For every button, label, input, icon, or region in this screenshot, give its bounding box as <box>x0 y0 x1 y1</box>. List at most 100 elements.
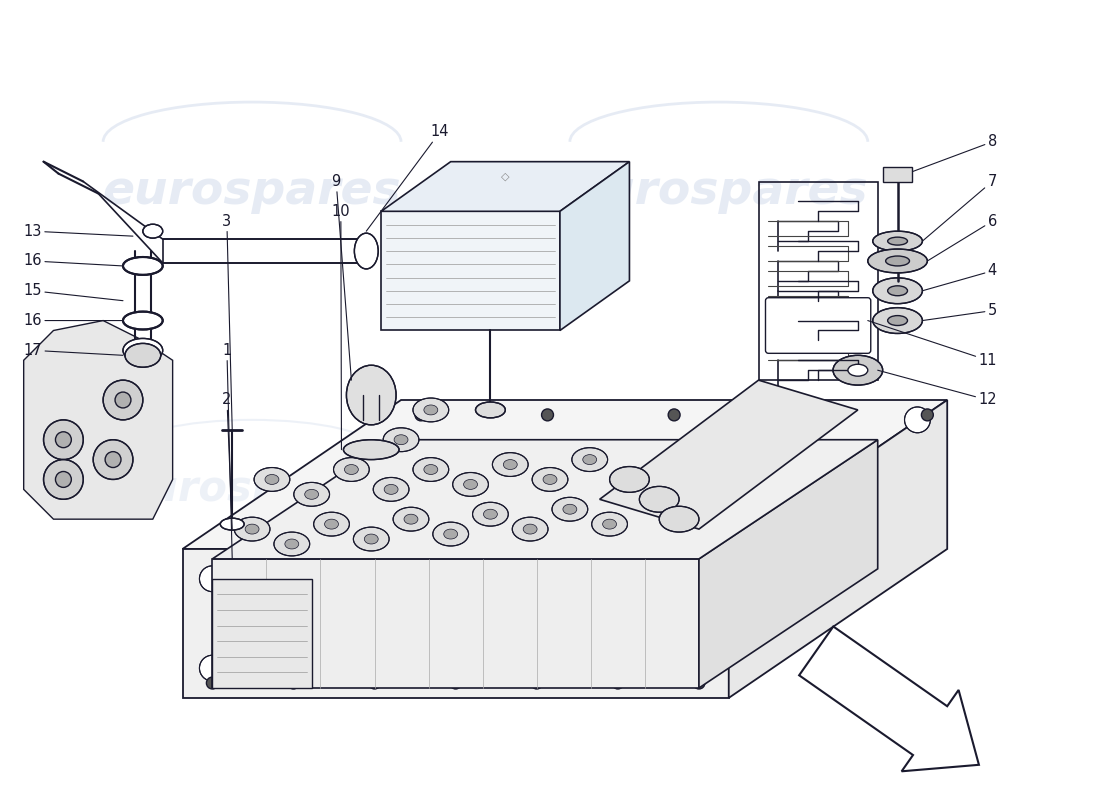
Text: 10: 10 <box>331 204 350 450</box>
Text: eurospares: eurospares <box>102 169 402 214</box>
Ellipse shape <box>55 432 72 448</box>
Ellipse shape <box>94 440 133 479</box>
Text: 3: 3 <box>222 214 232 430</box>
Ellipse shape <box>305 490 319 499</box>
Ellipse shape <box>904 407 931 433</box>
Ellipse shape <box>343 440 399 459</box>
Polygon shape <box>183 400 947 549</box>
Ellipse shape <box>199 566 226 592</box>
Polygon shape <box>183 549 728 698</box>
Text: 6: 6 <box>927 214 997 261</box>
Ellipse shape <box>123 312 163 330</box>
Ellipse shape <box>384 485 398 494</box>
Ellipse shape <box>353 527 389 551</box>
Text: 17: 17 <box>24 343 123 358</box>
Ellipse shape <box>609 466 649 492</box>
Text: 12: 12 <box>878 370 997 407</box>
Ellipse shape <box>346 366 396 425</box>
Ellipse shape <box>412 458 449 482</box>
Text: 5: 5 <box>923 303 997 321</box>
Ellipse shape <box>473 502 508 526</box>
Text: 9: 9 <box>331 174 351 380</box>
Ellipse shape <box>583 454 596 465</box>
Ellipse shape <box>872 308 923 334</box>
Ellipse shape <box>443 529 458 539</box>
Polygon shape <box>728 400 947 698</box>
Polygon shape <box>799 626 979 771</box>
Polygon shape <box>600 380 858 529</box>
Ellipse shape <box>532 467 568 491</box>
Text: 4: 4 <box>923 263 997 290</box>
Polygon shape <box>212 440 878 559</box>
Ellipse shape <box>394 434 408 445</box>
Polygon shape <box>212 578 311 688</box>
Ellipse shape <box>234 517 270 541</box>
Ellipse shape <box>450 677 462 689</box>
Ellipse shape <box>207 677 218 689</box>
Ellipse shape <box>848 364 868 376</box>
Ellipse shape <box>493 453 528 477</box>
Ellipse shape <box>868 249 927 273</box>
Ellipse shape <box>563 504 576 514</box>
Ellipse shape <box>44 420 84 459</box>
Ellipse shape <box>354 233 378 269</box>
Text: 7: 7 <box>923 174 997 241</box>
Ellipse shape <box>833 355 882 385</box>
Text: 8: 8 <box>913 134 997 171</box>
Ellipse shape <box>572 448 607 471</box>
Text: eurospares: eurospares <box>570 169 868 214</box>
Ellipse shape <box>484 510 497 519</box>
Polygon shape <box>882 166 913 182</box>
Text: 1: 1 <box>222 343 232 559</box>
Ellipse shape <box>245 524 258 534</box>
Polygon shape <box>382 162 629 211</box>
Ellipse shape <box>612 677 624 689</box>
Ellipse shape <box>524 524 537 534</box>
Ellipse shape <box>888 237 907 245</box>
Polygon shape <box>698 440 878 688</box>
Ellipse shape <box>513 517 548 541</box>
Ellipse shape <box>432 522 469 546</box>
Ellipse shape <box>453 473 488 496</box>
Ellipse shape <box>220 518 244 530</box>
Ellipse shape <box>44 459 84 499</box>
Ellipse shape <box>143 224 163 238</box>
Ellipse shape <box>199 655 226 681</box>
Ellipse shape <box>592 512 627 536</box>
Ellipse shape <box>603 519 616 529</box>
Ellipse shape <box>475 402 505 418</box>
Ellipse shape <box>106 452 121 467</box>
Ellipse shape <box>254 467 289 491</box>
Ellipse shape <box>314 512 350 536</box>
Text: ◇: ◇ <box>502 171 509 182</box>
Text: 11: 11 <box>868 321 997 368</box>
Ellipse shape <box>888 286 907 296</box>
Ellipse shape <box>393 507 429 531</box>
Ellipse shape <box>408 516 433 542</box>
Ellipse shape <box>274 532 310 556</box>
Ellipse shape <box>795 409 806 421</box>
Ellipse shape <box>659 506 698 532</box>
Ellipse shape <box>872 231 923 251</box>
Ellipse shape <box>373 478 409 502</box>
Text: eurospares: eurospares <box>121 468 384 510</box>
Ellipse shape <box>668 409 680 421</box>
Ellipse shape <box>693 677 705 689</box>
Ellipse shape <box>412 398 449 422</box>
Ellipse shape <box>125 343 161 367</box>
Text: 16: 16 <box>24 313 123 328</box>
Ellipse shape <box>463 479 477 490</box>
Ellipse shape <box>888 315 907 326</box>
Text: 13: 13 <box>24 224 133 238</box>
Ellipse shape <box>541 409 553 421</box>
Ellipse shape <box>922 409 933 421</box>
Ellipse shape <box>531 677 542 689</box>
Ellipse shape <box>123 338 163 362</box>
Ellipse shape <box>415 409 427 421</box>
Ellipse shape <box>543 474 557 485</box>
Ellipse shape <box>686 655 712 681</box>
Ellipse shape <box>294 482 330 506</box>
Ellipse shape <box>404 514 418 524</box>
Polygon shape <box>560 162 629 330</box>
Ellipse shape <box>552 498 587 521</box>
